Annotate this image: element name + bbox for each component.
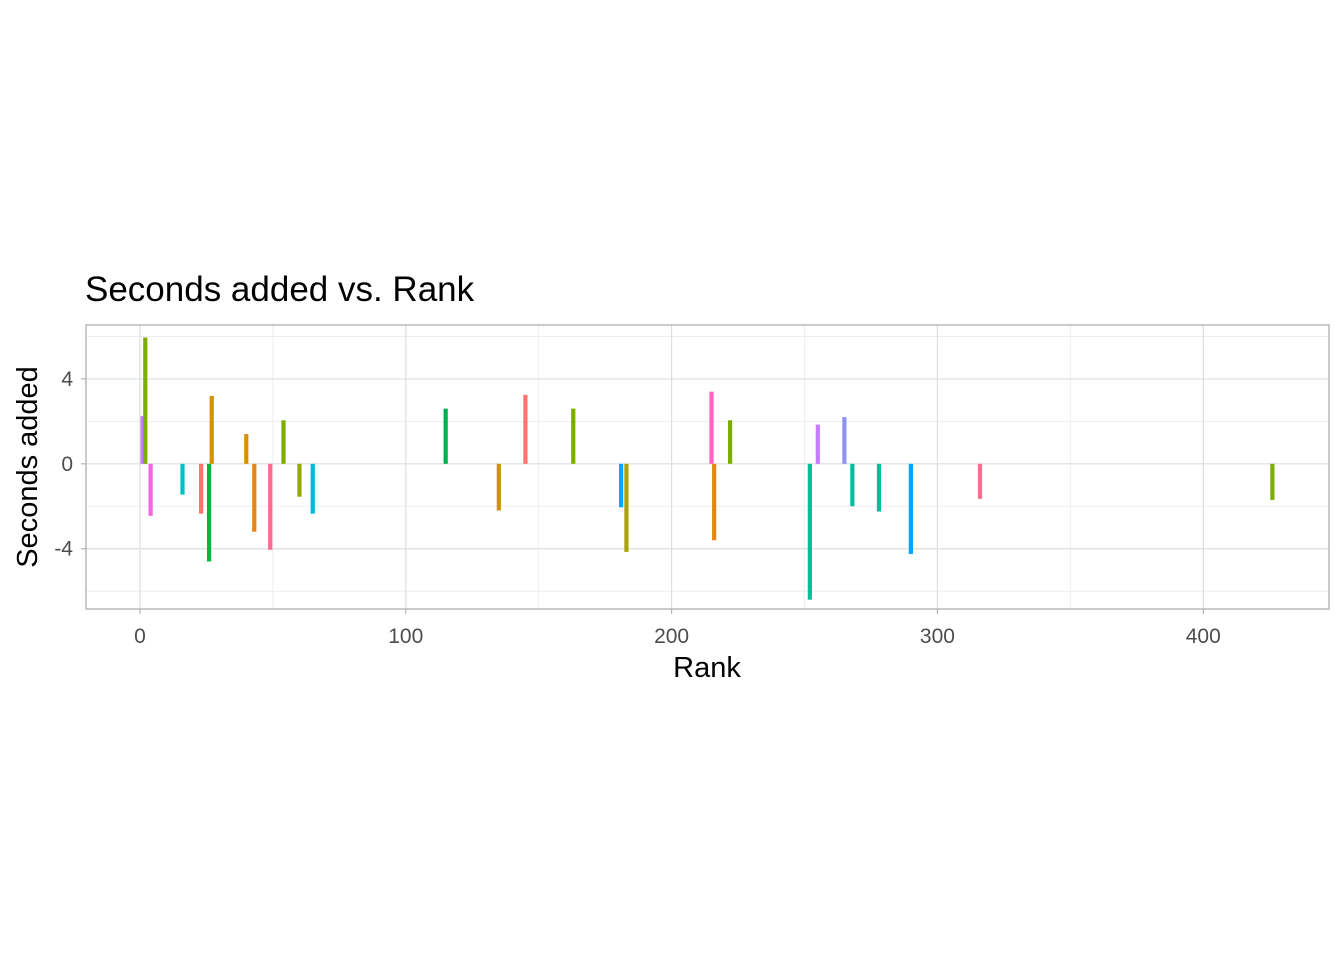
y-tick-label: -4 [54,538,73,561]
major-gridlines [86,325,1329,609]
bar [252,463,257,532]
bar [1270,463,1275,500]
bar [807,463,812,600]
x-tick-label: 100 [388,625,423,648]
bar [148,463,153,516]
bar [199,463,204,514]
bar [496,463,501,511]
bar [206,463,212,562]
bar-series [140,337,1275,600]
bar [297,463,302,497]
bar [815,424,820,464]
x-tick-label: 0 [134,625,146,648]
bar [209,395,214,464]
y-tick-label: 0 [61,453,73,476]
bar [143,337,148,464]
bar [842,417,847,464]
chart-title: Seconds added vs. Rank [85,270,475,309]
bar [712,463,717,541]
bar [977,463,983,499]
plot-panel [86,325,1329,609]
y-axis-title: Seconds added [12,366,44,568]
bar [180,463,185,495]
bar [281,420,286,464]
y-tick-label: 4 [61,368,73,391]
minor-gridlines [86,325,1329,609]
x-axis-title: Rank [673,652,741,684]
bar [310,463,315,514]
x-tick-label: 400 [1186,625,1221,648]
bar [523,394,528,464]
bar [624,463,629,552]
bar [709,391,714,464]
x-tick-label: 300 [920,625,955,648]
bar [268,463,273,550]
bar [876,463,882,512]
x-tick-label: 200 [654,625,689,648]
bar [443,408,448,464]
bar [727,420,733,464]
x-axis-ticks: 0 100 200 300 400 [134,609,1221,648]
bar [571,408,576,464]
bar [619,463,624,508]
y-axis-ticks: -4 0 4 [54,368,86,561]
bar [850,463,855,507]
bar [140,416,145,464]
bar [244,434,249,464]
bar [908,463,913,555]
plot-border [85,324,1330,610]
